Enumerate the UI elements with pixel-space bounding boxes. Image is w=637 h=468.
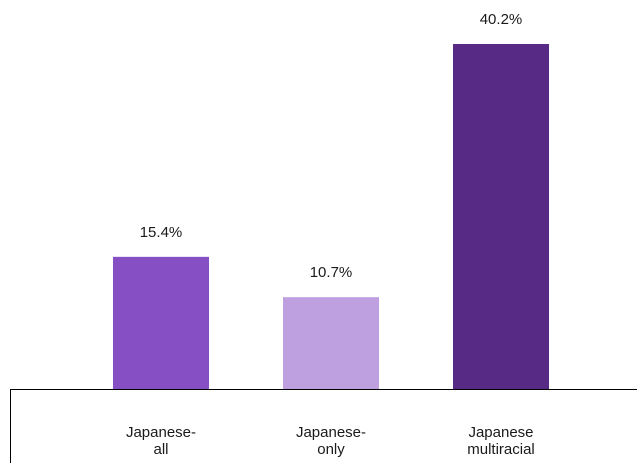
data-label-2: 10.7% [310,264,353,281]
category-label-3-line-1: Japanese [468,424,533,441]
bar-1 [113,256,209,389]
bars-layer [113,44,549,389]
category-label-1-line-1: Japanese- [126,424,196,441]
category-label-1-line-2: all [153,441,168,458]
category-label-2-line-1: Japanese- [296,424,366,441]
bar-3 [453,44,549,389]
value-labels-layer: 15.4% 10.7% 40.2% [140,11,523,281]
bar-2 [283,297,379,389]
category-label-2-line-2: only [317,441,345,458]
category-label-3-line-2: multiracial [467,441,535,458]
data-label-3: 40.2% [480,11,523,28]
data-label-1: 15.4% [140,224,183,241]
x-axis-layer: Japanese-allJapanese-onlyJapanesemultira… [10,389,637,463]
